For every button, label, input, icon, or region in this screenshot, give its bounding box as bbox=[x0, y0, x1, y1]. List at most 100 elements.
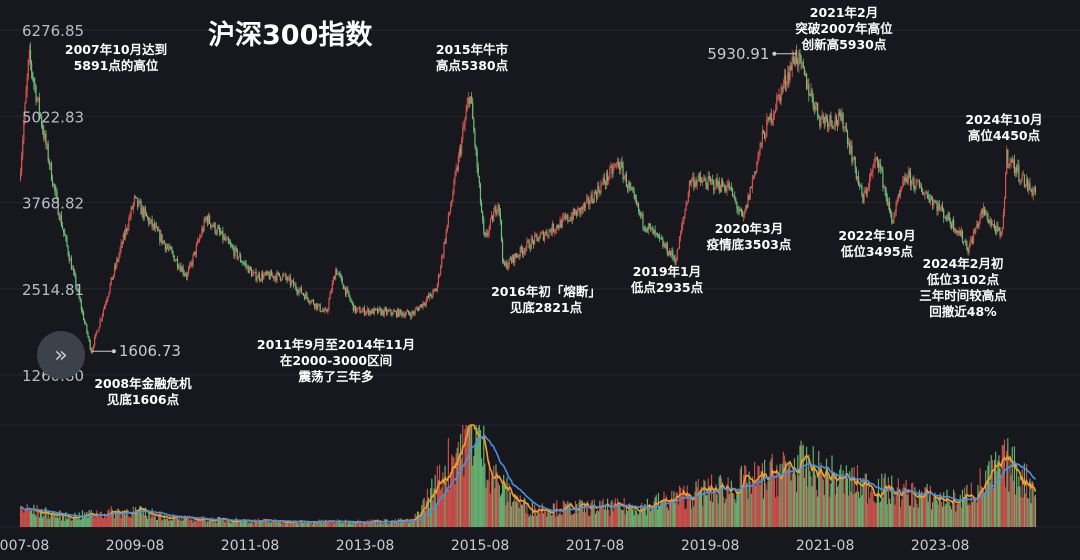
candle-body bbox=[473, 119, 475, 132]
volume-bar bbox=[815, 489, 818, 527]
volume-bar bbox=[788, 461, 790, 527]
volume-bar bbox=[150, 518, 152, 527]
candle-body bbox=[656, 233, 658, 235]
candle-body bbox=[886, 197, 888, 206]
candle-body bbox=[924, 192, 926, 195]
candle-body bbox=[745, 205, 747, 212]
volume-bar bbox=[1024, 493, 1027, 527]
volume-bar bbox=[437, 479, 440, 527]
candle-body bbox=[527, 240, 529, 242]
annotation-text: 2011年9月至2014年11月在2000-3000区间震荡了三年多 bbox=[257, 337, 415, 384]
volume-bar bbox=[100, 511, 102, 527]
volume-bar bbox=[351, 523, 353, 527]
candle-body bbox=[341, 277, 343, 285]
volume-bar bbox=[951, 503, 954, 527]
volume-bar bbox=[354, 522, 357, 527]
candle-body bbox=[256, 278, 258, 281]
volume-bar bbox=[521, 504, 524, 527]
volume-bar bbox=[959, 494, 961, 527]
volume-bar bbox=[164, 519, 166, 527]
candle-body bbox=[562, 216, 564, 218]
volume-bar bbox=[718, 476, 720, 527]
volume-bar bbox=[1006, 450, 1008, 527]
volume-bar bbox=[956, 504, 958, 527]
candle-body bbox=[513, 254, 515, 264]
volume-bar bbox=[719, 474, 721, 527]
candle-body bbox=[77, 290, 79, 292]
volume-bar bbox=[537, 510, 539, 527]
candle-body bbox=[498, 204, 500, 212]
volume-bar bbox=[640, 504, 642, 527]
volume-bar bbox=[464, 429, 466, 527]
candle-body bbox=[243, 263, 245, 265]
candle-body bbox=[987, 213, 989, 223]
candle-body bbox=[130, 207, 132, 217]
volume-bar bbox=[454, 484, 456, 527]
volume-bar bbox=[814, 475, 817, 527]
candle-body bbox=[898, 193, 901, 195]
volume-bar bbox=[335, 522, 337, 527]
candle-body bbox=[244, 263, 246, 265]
volume-bar bbox=[469, 425, 472, 527]
candle-body bbox=[918, 180, 920, 187]
volume-bar bbox=[486, 479, 488, 527]
volume-bar bbox=[971, 501, 974, 527]
volume-bar bbox=[620, 508, 622, 527]
candle-body bbox=[118, 254, 120, 261]
candle-body bbox=[335, 269, 337, 280]
candle-body bbox=[132, 203, 134, 210]
volume-bar bbox=[386, 523, 389, 527]
candle-body bbox=[961, 231, 964, 242]
volume-bar bbox=[112, 514, 115, 527]
volume-bar bbox=[1018, 476, 1020, 527]
candle-body bbox=[631, 187, 633, 191]
volume-bar bbox=[131, 512, 133, 527]
volume-bar bbox=[257, 518, 259, 527]
candle-body bbox=[971, 239, 974, 243]
volume-bar bbox=[344, 519, 347, 527]
volume-bar bbox=[48, 518, 50, 527]
candle-body bbox=[720, 180, 723, 192]
candle-body bbox=[576, 211, 578, 216]
candle-body bbox=[676, 249, 678, 261]
candle-body bbox=[402, 313, 404, 316]
candle-body bbox=[55, 190, 57, 193]
volume-bar bbox=[652, 508, 654, 527]
volume-bar bbox=[976, 502, 978, 527]
volume-bar bbox=[834, 494, 836, 527]
volume-bar bbox=[396, 521, 399, 527]
candle-body bbox=[914, 187, 916, 189]
volume-bar bbox=[119, 511, 121, 527]
volume-bar bbox=[886, 504, 888, 527]
volume-bar bbox=[1017, 486, 1019, 527]
candle-body bbox=[1009, 162, 1011, 166]
volume-bar bbox=[649, 504, 651, 527]
candle-body bbox=[530, 238, 532, 249]
candle-body bbox=[824, 116, 826, 124]
candle-body bbox=[556, 225, 558, 230]
volume-bar bbox=[364, 523, 367, 527]
candle-body bbox=[822, 115, 824, 118]
candle-body bbox=[234, 247, 236, 257]
volume-bar bbox=[207, 521, 210, 527]
candle-body bbox=[264, 272, 266, 275]
volume-bar bbox=[663, 491, 665, 527]
extreme-dot bbox=[772, 51, 777, 56]
volume-bar bbox=[434, 474, 436, 527]
candle-body bbox=[349, 296, 351, 301]
volume-bar bbox=[137, 510, 139, 527]
candle-body bbox=[899, 189, 902, 195]
candle-body bbox=[326, 310, 328, 312]
candle-body bbox=[120, 242, 122, 250]
candle-body bbox=[98, 326, 100, 332]
annotation-line: 高点5380点 bbox=[436, 58, 509, 73]
candle-body bbox=[181, 267, 183, 272]
candle-body bbox=[228, 241, 231, 244]
candle-body bbox=[436, 284, 438, 292]
volume-bar bbox=[929, 485, 932, 527]
volume-bar bbox=[624, 514, 626, 527]
candle-body bbox=[21, 155, 23, 173]
volume-bar bbox=[253, 523, 255, 527]
scroll-right-button[interactable]: » bbox=[37, 331, 85, 379]
candle-body bbox=[716, 178, 718, 187]
